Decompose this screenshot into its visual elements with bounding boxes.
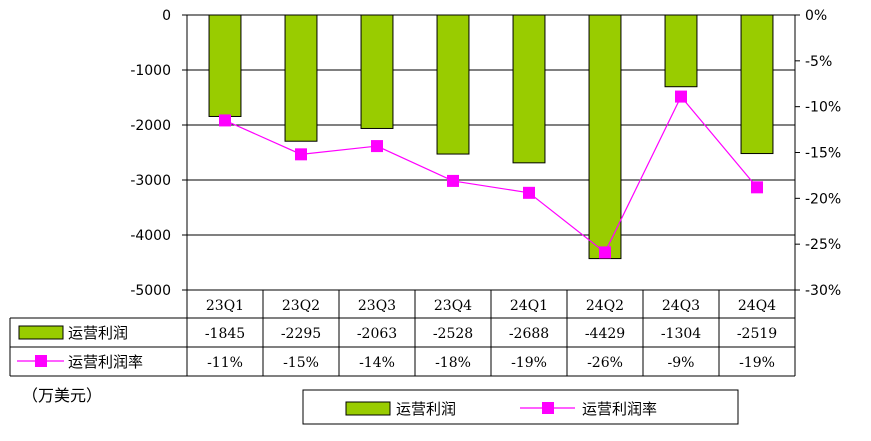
- unit-note: （万美元）: [22, 386, 102, 405]
- legend-line-marker: [542, 402, 554, 414]
- x-tick-label: 24Q3: [662, 298, 700, 314]
- line-marker: [295, 148, 307, 161]
- x-tick-label: 23Q1: [206, 298, 244, 314]
- axes: 0 -1000 -2000 -3000 -4000 -5000 0% -5% -10% -15% -…: [130, 8, 841, 299]
- bar: [284, 14, 318, 142]
- legend: 运营利润 运营利润率: [302, 389, 739, 425]
- y-right-tick-label: -15%: [805, 146, 841, 162]
- x-tick-label: 24Q1: [510, 298, 548, 314]
- bar: [208, 14, 242, 117]
- line-marker: [447, 174, 459, 187]
- line-data-label: -26%: [587, 355, 623, 371]
- bar-data-label: -4429: [585, 326, 625, 342]
- line-marker: [219, 114, 231, 127]
- line-path: [224, 95, 758, 254]
- y-left-tick-label: -1000: [130, 63, 171, 79]
- y-right-tick-label: -20%: [805, 191, 841, 207]
- line-data-label: -19%: [511, 355, 547, 371]
- line-marker: [599, 246, 611, 259]
- bar-series: [208, 14, 774, 260]
- x-tick-label: 24Q4: [738, 298, 776, 314]
- plot-frame: [186, 14, 796, 291]
- x-tick-label: 23Q2: [282, 298, 320, 314]
- y-right-tick-label: 0%: [805, 8, 827, 24]
- line-data-label: -9%: [668, 355, 695, 371]
- line-data-label: -15%: [283, 355, 319, 371]
- bar: [664, 14, 698, 88]
- x-tick-label: 23Q4: [434, 298, 472, 314]
- line-data-label: -19%: [739, 355, 775, 371]
- legend-bar-label: 运营利润: [396, 400, 456, 418]
- bar-data-label: -2519: [737, 326, 777, 342]
- line-data-label: -18%: [435, 355, 471, 371]
- bar: [740, 14, 774, 155]
- line-marker: [371, 140, 383, 153]
- y-left-tick-label: -3000: [130, 173, 171, 189]
- x-tick-label: 23Q3: [358, 298, 396, 314]
- y-right-tick-label: -10%: [805, 100, 841, 116]
- row-key-marker: [35, 355, 47, 367]
- line-data-label: -14%: [359, 355, 395, 371]
- bar: [588, 14, 622, 260]
- legend-box: [302, 389, 739, 425]
- legend-line-label: 运营利润率: [582, 400, 657, 418]
- row-key-bar: [18, 325, 64, 340]
- y-left-tick-label: -4000: [130, 228, 171, 244]
- y-left-tick-label: -5000: [130, 283, 171, 299]
- grid: [187, 69, 795, 236]
- row-label-line: 运营利润率: [68, 353, 143, 371]
- line-data-label: -11%: [207, 355, 243, 371]
- data-table: 23Q1 -1845 -11% 23Q2 -2295 -15% 23Q3 -2063 -14% 2…: [9, 290, 796, 377]
- bar-data-label: -2063: [357, 326, 397, 342]
- y-right-tick-label: -25%: [805, 237, 841, 253]
- bar-data-label: -1304: [661, 326, 701, 342]
- y-right-tick-label: -5%: [805, 54, 832, 70]
- line-marker: [751, 181, 763, 194]
- row-label-bar: 运营利润: [68, 324, 128, 342]
- legend-bar-swatch: [345, 401, 391, 416]
- line-series: [219, 90, 763, 259]
- y-left-tick-label: 0: [162, 8, 171, 24]
- y-right-tick-label: -30%: [805, 283, 841, 299]
- x-tick-label: 24Q2: [586, 298, 624, 314]
- bar: [512, 14, 546, 164]
- bar: [436, 14, 470, 155]
- bar: [360, 14, 394, 129]
- line-marker: [523, 186, 535, 199]
- y-left-tick-label: -2000: [130, 118, 171, 134]
- bar-data-label: -2295: [281, 326, 321, 342]
- bar-data-label: -1845: [205, 326, 245, 342]
- bar-data-label: -2528: [433, 326, 473, 342]
- bar-data-label: -2688: [509, 326, 549, 342]
- line-marker: [675, 90, 687, 103]
